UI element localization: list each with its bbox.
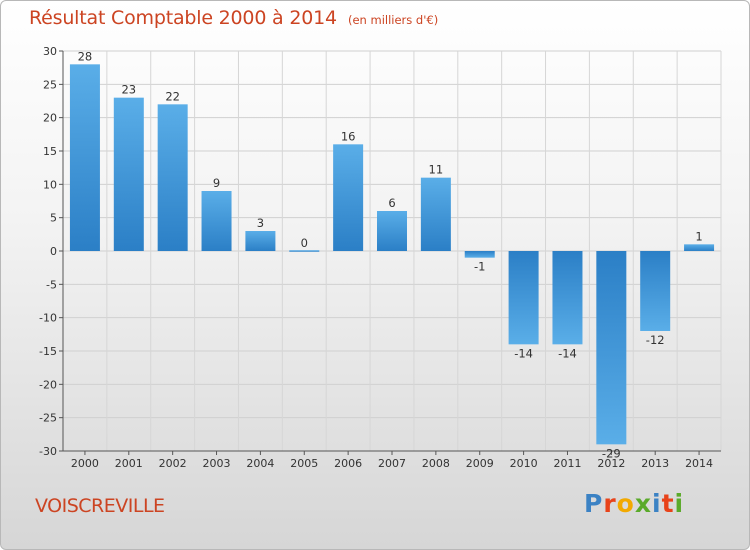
x-tick-label: 2008 [422,457,450,470]
x-tick-label: 2004 [246,457,274,470]
y-tick-label: -5 [46,278,57,291]
bar-2000[interactable] [69,64,100,251]
bar-2011[interactable] [552,251,583,345]
bar-2014[interactable] [684,244,715,251]
x-tick-label: 2006 [334,457,362,470]
data-label-2008: 11 [429,163,444,177]
y-tick-label: 5 [50,212,57,225]
data-label-2000: 28 [78,49,93,63]
data-label-2005: 0 [301,236,308,250]
logo-letter: i [652,489,662,518]
x-tick-label: 2005 [290,457,318,470]
x-tick-label: 2010 [510,457,538,470]
bars [69,64,715,445]
data-label-2007: 6 [388,196,395,210]
bar-2008[interactable] [420,177,451,251]
data-label-2012: -29 [602,446,621,460]
x-tick-label: 2000 [71,457,99,470]
logo-letter: i [674,489,685,518]
bar-2005[interactable] [289,250,320,252]
data-label-2011: -14 [558,346,577,360]
y-tick-label: 30 [43,45,57,58]
logo-letter: x [634,489,652,518]
x-tick-label: 2002 [159,457,187,470]
x-tick-label: 2011 [553,457,581,470]
logo-letter: t [661,489,675,518]
x-tick-label: 2012 [597,457,625,470]
y-tick-label: 10 [43,178,57,191]
y-tick-label: -30 [39,445,57,458]
data-labels: 28 23 22 9 3 0 16 6 11 -1 -14 -14 -29 -12 1 [78,49,703,460]
y-tick-label: 20 [43,112,57,125]
bar-2009[interactable] [464,251,495,258]
commune-name: VOISCREVILLE [35,495,165,517]
title-bar: Résultat Comptable 2000 à 2014 (en milli… [29,7,438,29]
data-label-2003: 9 [213,176,220,190]
y-tick-label: 25 [43,78,57,91]
chart-subtitle: (en milliers d'€) [347,13,439,27]
data-label-2009: -1 [474,260,485,274]
data-label-2002: 22 [165,89,180,103]
y-tick-label: -10 [39,312,57,325]
bar-2002[interactable] [157,104,188,251]
y-tick-label: -25 [39,412,57,425]
data-label-2001: 23 [121,83,136,97]
data-label-2006: 16 [341,129,356,143]
y-tick-label: -20 [39,378,57,391]
bar-2012[interactable] [596,251,627,445]
x-tick-label: 2013 [641,457,669,470]
data-label-2004: 3 [257,216,264,230]
bar-2010[interactable] [508,251,539,345]
x-tick-label: 2007 [378,457,406,470]
chart-title: Résultat Comptable 2000 à 2014 [29,7,337,29]
bar-2003[interactable] [201,191,232,251]
x-tick-label: 2014 [685,457,713,470]
proxiti-logo[interactable]: Proxiti [584,489,684,518]
data-label-2014: 1 [695,229,702,243]
bar-2007[interactable] [377,211,407,251]
bar-2006[interactable] [333,144,364,251]
bar-2013[interactable] [640,251,671,331]
logo-letter: r [603,489,617,518]
y-tick-label: 0 [50,245,57,258]
y-tick-label: -15 [39,345,57,358]
x-tick-label: 2003 [203,457,231,470]
data-label-2013: -12 [646,333,665,347]
x-tick-label: 2009 [466,457,494,470]
bar-2004[interactable] [245,231,276,251]
bar-2001[interactable] [113,97,144,252]
logo-letter: P [584,489,604,518]
y-tick-label: 15 [43,145,57,158]
logo-letter: o [616,489,635,518]
data-label-2010: -14 [514,346,533,360]
x-tick-label: 2001 [115,457,143,470]
